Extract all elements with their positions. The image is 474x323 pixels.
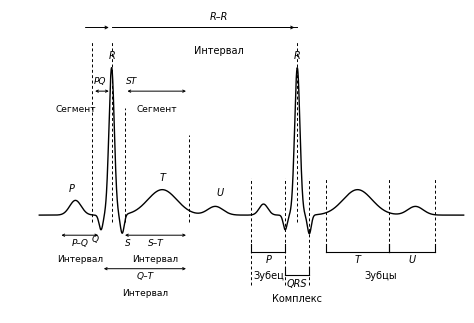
Text: QRS: QRS <box>287 279 308 289</box>
Text: Интервал: Интервал <box>132 255 179 264</box>
Text: P: P <box>265 255 271 265</box>
Text: Зубцы: Зубцы <box>364 271 397 281</box>
Text: T: T <box>355 255 361 265</box>
Text: Q: Q <box>91 235 99 244</box>
Text: Интервал: Интервал <box>57 255 103 264</box>
Text: Сегмент: Сегмент <box>137 105 177 114</box>
Text: Интервал: Интервал <box>122 289 168 298</box>
Text: R: R <box>294 51 301 61</box>
Text: ST: ST <box>126 78 137 87</box>
Text: Сегмент: Сегмент <box>55 105 96 114</box>
Text: S: S <box>125 239 131 248</box>
Text: PQ: PQ <box>93 78 106 87</box>
Text: Зубец: Зубец <box>253 271 284 281</box>
Text: P–Q: P–Q <box>71 239 88 247</box>
Text: R: R <box>108 51 115 61</box>
Text: Интервал: Интервал <box>194 46 244 56</box>
Text: U: U <box>408 255 415 265</box>
Text: Q–T: Q–T <box>137 272 154 281</box>
Text: P: P <box>69 184 74 194</box>
Text: R–R: R–R <box>210 12 228 22</box>
Text: T: T <box>159 173 165 183</box>
Text: U: U <box>217 188 224 198</box>
Text: Комплекс: Комплекс <box>272 294 322 304</box>
Text: S–T: S–T <box>147 239 164 247</box>
